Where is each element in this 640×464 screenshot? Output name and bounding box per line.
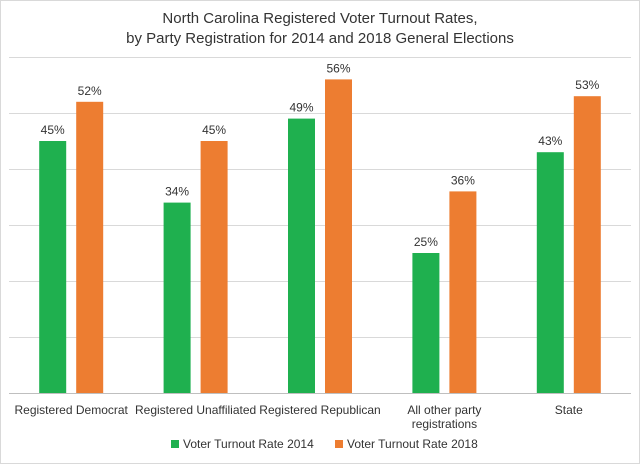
- bar-2018-4: [573, 96, 601, 393]
- bar-2014-2: [288, 118, 315, 393]
- legend: Voter Turnout Rate 2014 Voter Turnout Rat…: [171, 437, 478, 451]
- category-label-3-line-0: All other party: [407, 403, 481, 417]
- bar-2018-3: [449, 191, 477, 393]
- legend-label-2014: Voter Turnout Rate 2014: [183, 437, 314, 451]
- category-label-3-line-1: registrations: [412, 417, 477, 431]
- data-label-2014-1: 34%: [165, 185, 189, 199]
- data-label-2018-2: 56%: [326, 61, 350, 75]
- legend-label-2018: Voter Turnout Rate 2018: [347, 437, 478, 451]
- bar-2018-0: [76, 101, 104, 394]
- bar-2014-4: [536, 152, 564, 393]
- bar-2014-0: [39, 141, 67, 393]
- chart-title-line-2: by Party Registration for 2014 and 2018 …: [126, 30, 514, 47]
- data-labels: 45% 52% 34% 45% 49% 56% 25% 36% 43% 53%: [41, 61, 600, 249]
- bar-2018-2: [325, 79, 352, 394]
- category-label-1: Registered Unaffiliated: [135, 403, 256, 417]
- gridlines: [9, 57, 631, 338]
- data-label-2018-0: 52%: [78, 84, 102, 98]
- chart-title: North Carolina Registered Voter Turnout …: [126, 10, 514, 47]
- category-label-0: Registered Democrat: [15, 403, 129, 417]
- category-label-2: Registered Republican: [259, 403, 380, 417]
- data-label-2018-3: 36%: [451, 173, 475, 187]
- bar-2014-3: [412, 253, 440, 393]
- legend-swatch-2018: [335, 440, 343, 448]
- data-label-2014-0: 45%: [41, 123, 65, 137]
- data-label-2018-1: 45%: [202, 123, 226, 137]
- bar-2014-1: [163, 202, 191, 393]
- category-labels: Registered Democrat Registered Unaffiliat…: [15, 403, 584, 431]
- bars: [39, 79, 601, 394]
- data-label-2018-4: 53%: [575, 78, 599, 92]
- data-label-2014-2: 49%: [289, 101, 313, 115]
- bar-2018-1: [200, 141, 228, 393]
- chart-title-line-1: North Carolina Registered Voter Turnout …: [162, 10, 477, 27]
- category-label-4: State: [555, 403, 583, 417]
- data-label-2014-4: 43%: [538, 134, 562, 148]
- data-label-2014-3: 25%: [414, 235, 438, 249]
- legend-swatch-2014: [171, 440, 179, 448]
